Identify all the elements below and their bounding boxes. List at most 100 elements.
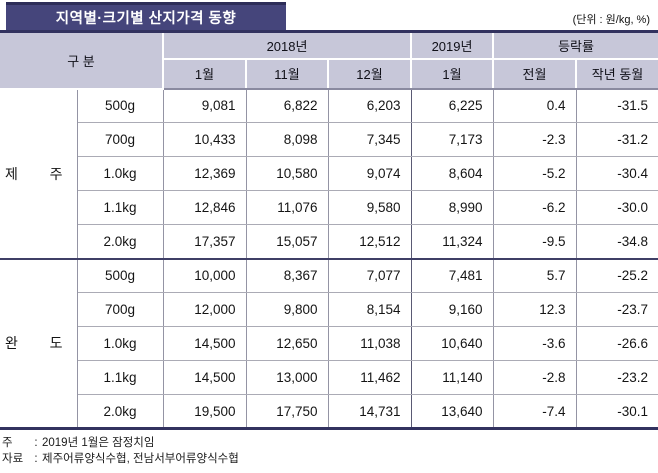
footnote-note: 주:2019년 1월은 잠정치임: [2, 436, 658, 452]
change-rate-header: 등락률: [492, 30, 658, 60]
value-cell: -5.2: [493, 156, 577, 191]
value-cell: 8,154: [328, 292, 412, 327]
top-strip: 지역별·크기별 산지가격 동향 (단위 : 원/kg, %): [0, 0, 658, 30]
month-header: 11월: [245, 57, 330, 90]
region-cell-wando: 완 도: [0, 258, 78, 430]
value-cell: 11,462: [328, 360, 412, 395]
size-cell: 700g: [77, 122, 164, 157]
header-row-months: 1월 11월 12월 1월 전월 작년 동월: [0, 57, 658, 90]
header-row-years: 구 분 2018년 2019년 등락률: [0, 30, 658, 90]
value-cell: 9,081: [163, 88, 247, 123]
value-cell: -31.5: [576, 88, 658, 123]
unit-note: (단위 : 원/kg, %): [572, 14, 650, 26]
table-row: 제 주 500g 9,081 6,822 6,203 6,225 0.4 -31…: [0, 88, 658, 260]
value-cell: 6,203: [328, 88, 412, 123]
value-cell: 9,800: [246, 292, 329, 327]
footnote-colon: :: [34, 452, 38, 465]
value-cell: 12.3: [493, 292, 577, 327]
size-cell: 2.0kg: [77, 224, 164, 260]
month-header: 1월: [410, 57, 495, 90]
value-cell: 12,369: [163, 156, 247, 191]
footnote-colon: :: [34, 437, 38, 449]
value-cell: 14,500: [163, 326, 247, 361]
value-cell: 8,098: [246, 122, 329, 157]
value-cell: 7,481: [411, 258, 494, 293]
year-header-2018: 2018년: [162, 30, 413, 60]
month-header: 전월: [492, 57, 578, 90]
size-cell: 1.1kg: [77, 190, 164, 225]
size-cell: 1.0kg: [77, 326, 164, 361]
value-cell: 6,225: [411, 88, 494, 123]
table-row: 1.1kg 14,500 13,000 11,462 11,140 -2.8 -…: [0, 360, 658, 395]
value-cell: 13,640: [411, 394, 494, 429]
value-cell: -23.2: [576, 360, 658, 395]
value-cell: 8,990: [411, 190, 494, 225]
value-cell: 9,160: [411, 292, 494, 327]
value-cell: -34.8: [576, 224, 658, 260]
value-cell: -7.4: [493, 394, 577, 429]
value-cell: -26.6: [576, 326, 658, 361]
size-cell: 2.0kg: [77, 394, 164, 429]
month-header: 작년 동월: [575, 57, 658, 90]
table-row: 2.0kg 19,500 17,750 14,731 13,640 -7.4 -…: [0, 394, 658, 429]
value-cell: 11,140: [411, 360, 494, 395]
value-cell: 7,345: [328, 122, 412, 157]
value-cell: 10,580: [246, 156, 329, 191]
value-cell: -30.0: [576, 190, 658, 225]
value-cell: 12,846: [163, 190, 247, 225]
value-cell: -3.6: [493, 326, 577, 361]
size-cell: 1.0kg: [77, 156, 164, 191]
value-cell: -2.3: [493, 122, 577, 157]
footnote-label: 자료: [2, 452, 24, 465]
table-row: 완 도 500g 10,000 8,367 7,077 7,481 5.7 -2…: [0, 258, 658, 430]
value-cell: 14,731: [328, 394, 412, 429]
footnote-source: 자료: 제주어류양식수협, 전남서부어류양식수협: [2, 452, 658, 468]
value-cell: 11,076: [246, 190, 329, 225]
value-cell: -30.1: [576, 394, 658, 429]
value-cell: 9,580: [328, 190, 412, 225]
value-cell: -2.8: [493, 360, 577, 395]
value-cell: 15,057: [246, 224, 329, 260]
month-header: 1월: [162, 57, 248, 90]
size-cell: 700g: [77, 292, 164, 327]
value-cell: 6,822: [246, 88, 329, 123]
value-cell: 12,512: [328, 224, 412, 260]
footnote-text: 2019년 1월은 잠정치임: [42, 437, 155, 449]
value-cell: 17,357: [163, 224, 247, 260]
value-cell: 10,000: [163, 258, 247, 293]
value-cell: 8,367: [246, 258, 329, 293]
value-cell: 14,500: [163, 360, 247, 395]
value-cell: -9.5: [493, 224, 577, 260]
value-cell: 8,604: [411, 156, 494, 191]
value-cell: 10,640: [411, 326, 494, 361]
value-cell: -31.2: [576, 122, 658, 157]
page-title: 지역별·크기별 산지가격 동향: [6, 2, 286, 30]
value-cell: 9,074: [328, 156, 412, 191]
value-cell: 17,750: [246, 394, 329, 429]
value-cell: 7,173: [411, 122, 494, 157]
size-cell: 1.1kg: [77, 360, 164, 395]
value-cell: 13,000: [246, 360, 329, 395]
value-cell: -23.7: [576, 292, 658, 327]
value-cell: 11,324: [411, 224, 494, 260]
footnotes: 주:2019년 1월은 잠정치임 자료: 제주어류양식수협, 전남서부어류양식수협: [2, 436, 658, 467]
size-cell: 500g: [77, 258, 164, 293]
table-row: 700g 10,433 8,098 7,345 7,173 -2.3 -31.2: [0, 122, 658, 157]
value-cell: 7,077: [328, 258, 412, 293]
value-cell: 0.4: [493, 88, 577, 123]
month-header: 12월: [327, 57, 413, 90]
table-row: 700g 12,000 9,800 8,154 9,160 12.3 -23.7: [0, 292, 658, 327]
value-cell: -6.2: [493, 190, 577, 225]
size-cell: 500g: [77, 88, 164, 123]
value-cell: -25.2: [576, 258, 658, 293]
value-cell: 12,650: [246, 326, 329, 361]
table-row: 2.0kg 17,357 15,057 12,512 11,324 -9.5 -…: [0, 224, 658, 260]
footnote-text: 제주어류양식수협, 전남서부어류양식수협: [42, 452, 239, 465]
value-cell: 11,038: [328, 326, 412, 361]
value-cell: 5.7: [493, 258, 577, 293]
value-cell: 12,000: [163, 292, 247, 327]
corner-header: 구 분: [0, 30, 165, 90]
value-cell: 10,433: [163, 122, 247, 157]
region-cell-jeju: 제 주: [0, 88, 78, 260]
table-row: 1.0kg 14,500 12,650 11,038 10,640 -3.6 -…: [0, 326, 658, 361]
